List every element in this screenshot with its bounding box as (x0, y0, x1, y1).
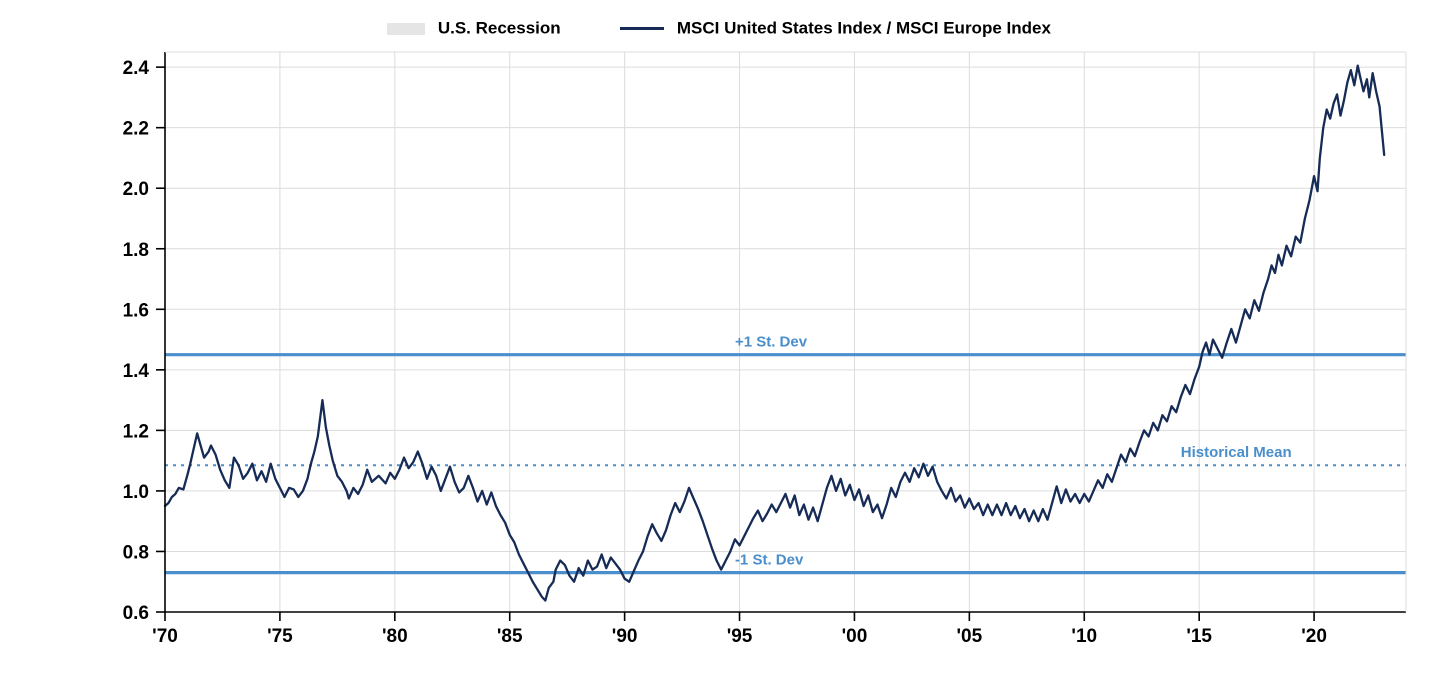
y-tick-label: 0.8 (123, 542, 149, 563)
ref-label-plus1sd: +1 St. Dev (735, 334, 808, 351)
x-tick-label: '10 (1071, 626, 1097, 647)
y-tick-label: 2.4 (123, 58, 150, 79)
x-tick-label: '85 (497, 626, 523, 647)
y-tick-label: 1.6 (123, 300, 149, 321)
x-tick-label: '80 (382, 626, 408, 647)
y-tick-label: 2.2 (123, 119, 149, 140)
chart-container: U.S. Recession MSCI United States Index … (0, 0, 1438, 688)
chart-svg: +1 St. Dev Historical Mean -1 St. Dev 0.6 0.… (0, 0, 1438, 688)
y-tick-label: 1.4 (123, 361, 150, 382)
y-tick-label: 1.0 (123, 482, 149, 503)
legend: U.S. Recession MSCI United States Index … (0, 18, 1438, 39)
y-tick-label: 0.6 (123, 603, 149, 624)
x-tick-label: '00 (842, 626, 868, 647)
x-tick-label: '15 (1186, 626, 1212, 647)
recession-swatch (387, 23, 425, 35)
x-tick-label: '75 (267, 626, 293, 647)
legend-label-series: MSCI United States Index / MSCI Europe I… (677, 19, 1051, 38)
ref-label-minus1sd: -1 St. Dev (735, 552, 804, 569)
legend-label-recession: U.S. Recession (438, 19, 561, 38)
y-tick-label: 1.2 (123, 421, 149, 442)
x-tick-label: '95 (727, 626, 753, 647)
x-tick-label: '90 (612, 626, 638, 647)
line-swatch (620, 27, 664, 30)
x-tick-label: '70 (152, 626, 178, 647)
x-tick-label: '05 (957, 626, 983, 647)
y-tick-label: 2.0 (123, 179, 149, 200)
y-tick-label: 1.8 (123, 240, 149, 261)
ref-label-mean: Historical Mean (1181, 444, 1292, 461)
x-tick-label: '20 (1301, 626, 1327, 647)
